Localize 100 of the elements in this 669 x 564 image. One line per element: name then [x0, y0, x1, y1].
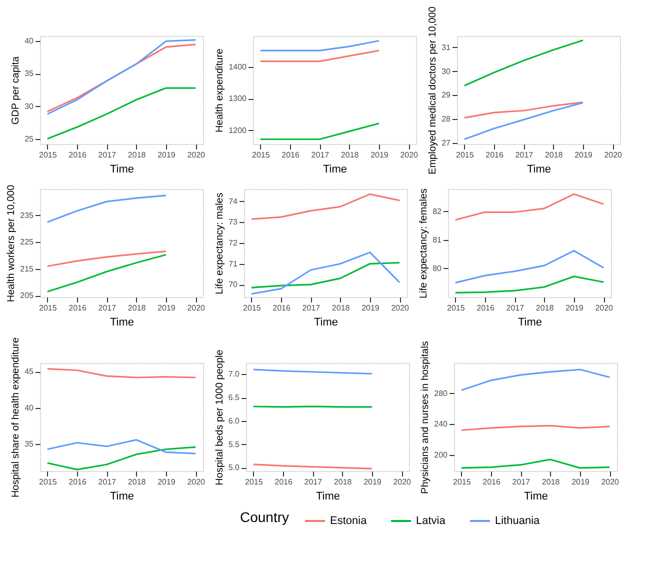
line-series — [454, 276, 604, 294]
x-tick-label: 2018 — [542, 478, 560, 486]
x-axis-title: Time — [322, 164, 348, 176]
y-tick-label: 1300 — [228, 94, 248, 104]
x-tick-label: 2020 — [391, 304, 410, 312]
legend-title: Country — [240, 509, 290, 525]
x-axis-title: Time — [518, 316, 542, 328]
y-tick-label: 6.0 — [228, 416, 240, 426]
x-tick-label: 2016 — [482, 478, 501, 486]
x-tick-label: 2015 — [245, 478, 264, 486]
x-tick-label: 2015 — [252, 150, 270, 160]
y-tick-label: 74 — [228, 196, 238, 206]
x-tick-label: 2017 — [512, 478, 531, 486]
y-tick-label: 205 — [20, 291, 34, 300]
x-tick-label: 2015 — [447, 304, 466, 312]
x-tick-label: 2018 — [128, 304, 146, 312]
x-axis-title: Time — [316, 490, 340, 502]
x-tick-label: 2018 — [536, 304, 554, 312]
x-tick-label: 2020 — [187, 304, 206, 312]
legend-label: Latvia — [416, 515, 446, 527]
x-tick-label: 2018 — [128, 478, 146, 486]
y-tick-label: 6.5 — [228, 393, 240, 402]
y-axis-title: Life expectancy: females — [418, 188, 430, 299]
x-tick-label: 2019 — [364, 478, 382, 486]
line-series — [46, 194, 167, 223]
y-tick-label: 30 — [24, 102, 34, 111]
x-tick-label: 2017 — [515, 150, 534, 160]
y-tick-label: 200 — [434, 450, 448, 460]
y-axis-title: Physicians and nurses in hospitals — [420, 341, 432, 494]
y-tick-label: 240 — [434, 420, 448, 429]
y-tick-label: 1400 — [228, 62, 248, 72]
y-tick-label: 70 — [228, 280, 238, 290]
x-tick-label: 2017 — [98, 478, 117, 486]
x-tick-label: 2018 — [128, 150, 146, 160]
x-tick-label: 2020 — [187, 150, 206, 160]
line-series — [46, 87, 196, 140]
x-tick-label: 2020 — [187, 478, 206, 486]
x-tick-label: 2019 — [158, 150, 176, 160]
y-tick-label: 35 — [24, 440, 34, 449]
y-tick-label: 80 — [432, 264, 442, 273]
line-series — [464, 101, 584, 119]
x-tick-label: 2018 — [334, 478, 352, 486]
x-tick-label: 2020 — [393, 478, 412, 486]
x-tick-label: 2020 — [595, 304, 614, 312]
x-tick-label: 2017 — [311, 150, 330, 160]
line-series — [460, 458, 610, 469]
x-tick-label: 2020 — [400, 150, 419, 160]
x-tick-label: 2016 — [274, 478, 293, 486]
x-tick-label: 2019 — [572, 478, 590, 486]
x-tick-label: 2015 — [456, 150, 474, 160]
y-tick-label: 5.0 — [228, 463, 240, 472]
y-tick-label: 7.0 — [228, 370, 240, 379]
y-tick-label: 40 — [24, 403, 34, 412]
line-series — [454, 250, 604, 284]
x-tick-label: 2018 — [544, 150, 564, 160]
y-tick-label: 25 — [24, 134, 34, 144]
x-tick-label: 2019 — [362, 304, 380, 312]
x-tick-label: 2016 — [476, 304, 495, 312]
x-tick-label: 2015 — [453, 478, 472, 486]
x-axis-title: Time — [524, 490, 548, 502]
x-tick-label: 2016 — [272, 304, 291, 312]
x-tick-label: 2017 — [98, 150, 117, 160]
y-tick-label: 215 — [20, 264, 34, 274]
line-series — [464, 102, 584, 140]
y-axis-title: Hospital share of health expenditure — [10, 337, 22, 498]
y-tick-label: 82 — [432, 206, 442, 216]
x-tick-label: 2019 — [158, 478, 176, 486]
y-axis-title: GDP per capita — [10, 56, 22, 125]
x-tick-label: 2017 — [302, 304, 321, 312]
x-tick-label: 2017 — [304, 478, 323, 486]
x-tick-label: 2016 — [68, 304, 87, 312]
x-tick-label: 2016 — [68, 150, 87, 160]
y-tick-label: 71 — [228, 259, 238, 268]
x-tick-label: 2016 — [486, 150, 504, 160]
line-series — [250, 252, 400, 295]
y-axis-title: Employed medical doctors per 10,000 — [428, 6, 439, 174]
y-tick-label: 5.5 — [228, 440, 240, 449]
line-series — [46, 439, 196, 454]
y-tick-label: 40 — [24, 36, 34, 46]
y-axis-title: Hospital beds per 1000 people — [214, 349, 226, 486]
line-series — [46, 446, 196, 470]
y-tick-label: 28 — [442, 114, 452, 124]
x-tick-label: 2015 — [39, 478, 58, 486]
x-tick-label: 2020 — [604, 150, 623, 160]
y-tick-label: 30 — [442, 66, 452, 76]
y-tick-label: 27 — [442, 138, 452, 148]
y-axis-title: Health workers per 10,000 — [6, 184, 18, 302]
x-tick-label: 2015 — [243, 304, 262, 312]
y-tick-label: 280 — [434, 388, 448, 398]
x-tick-label: 2019 — [370, 150, 389, 160]
x-tick-label: 2019 — [574, 150, 593, 160]
y-tick-label: 45 — [24, 367, 34, 376]
y-tick-label: 81 — [432, 235, 442, 244]
x-axis-title: Time — [110, 490, 134, 502]
line-series — [46, 368, 196, 378]
x-axis-title: Time — [314, 316, 338, 328]
y-tick-label: 1200 — [228, 126, 248, 135]
x-tick-label: 2018 — [340, 150, 360, 160]
x-tick-label: 2015 — [39, 150, 58, 160]
line-series — [250, 262, 400, 288]
